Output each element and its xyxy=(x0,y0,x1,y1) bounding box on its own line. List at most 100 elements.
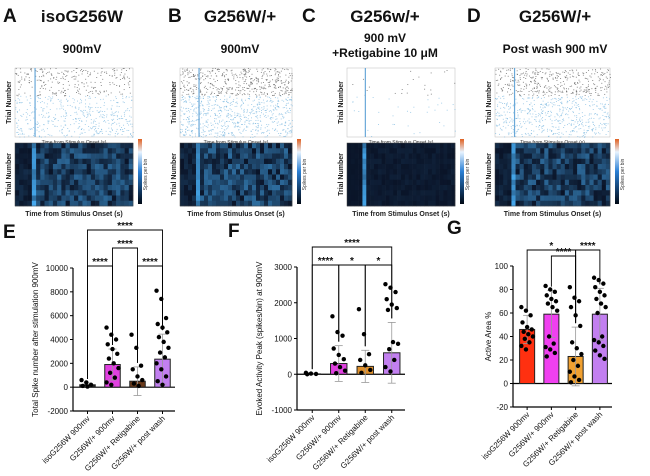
heatmap-cell xyxy=(519,169,525,175)
raster-spike xyxy=(200,91,202,93)
raster-spike xyxy=(560,82,562,84)
significance-bracket xyxy=(137,265,163,363)
heatmap-cell xyxy=(354,190,359,196)
raster-spike xyxy=(579,117,581,119)
heatmap-cell xyxy=(200,179,205,186)
raster-spike xyxy=(272,121,274,123)
heatmap-cell xyxy=(350,200,356,207)
data-point xyxy=(337,364,343,370)
heatmap-cell xyxy=(224,195,229,202)
heatmap-cell xyxy=(428,195,433,202)
heatmap-cell xyxy=(370,200,375,207)
raster-spike xyxy=(269,100,271,102)
heatmap-cell xyxy=(120,153,125,160)
raster-spike xyxy=(285,104,287,106)
raster-spike xyxy=(220,134,222,136)
heatmap-cell xyxy=(447,200,452,207)
raster-spike xyxy=(187,121,189,123)
raster-spike xyxy=(224,132,226,134)
heatmap-cell xyxy=(381,185,386,191)
raster-spike xyxy=(558,128,560,130)
raster-spike xyxy=(283,129,285,130)
heatmap-cell xyxy=(408,179,413,186)
raster-spike xyxy=(20,95,22,97)
raster-spike xyxy=(291,96,293,98)
heatmap-cell xyxy=(354,148,359,154)
raster-spike xyxy=(222,101,224,102)
raster-spike xyxy=(186,68,188,70)
heatmap-cell xyxy=(15,185,20,191)
heatmap-cell xyxy=(531,169,537,175)
raster-spike xyxy=(577,121,579,123)
heatmap-cell xyxy=(40,174,45,181)
raster-spike xyxy=(562,119,564,121)
raster-spike xyxy=(498,68,500,70)
raster-spike xyxy=(212,85,214,87)
raster-spike xyxy=(201,131,203,133)
raster-spike xyxy=(269,68,271,70)
heatmap-cell xyxy=(268,143,273,149)
heatmap-cell xyxy=(401,169,406,175)
raster-spike xyxy=(557,129,559,130)
raster-spike xyxy=(599,133,601,135)
raster-spike xyxy=(261,86,263,88)
raster-spike xyxy=(265,112,267,113)
raster-spike xyxy=(196,87,198,88)
heatmap-cell xyxy=(90,153,96,160)
data-point xyxy=(104,380,109,385)
heatmap-cell xyxy=(224,190,229,196)
heatmap-cell xyxy=(188,148,193,154)
heatmap-cell xyxy=(236,153,241,160)
heatmap-cell xyxy=(393,185,398,191)
raster-spike xyxy=(506,103,508,105)
raster-spike xyxy=(605,134,607,135)
heatmap-cell xyxy=(435,164,440,170)
raster-spike xyxy=(126,121,128,123)
heatmap-cell xyxy=(431,174,437,181)
heatmap-cell xyxy=(200,148,205,154)
raster-spike xyxy=(589,75,591,77)
raster-spike xyxy=(502,68,504,70)
heatmap-cell xyxy=(404,148,410,154)
heatmap-cell xyxy=(560,185,566,191)
heatmap-cell xyxy=(180,195,185,202)
heatmap-cell xyxy=(350,158,356,165)
raster-spike xyxy=(290,104,292,106)
heatmap-cell xyxy=(31,185,37,191)
raster-spike xyxy=(230,115,232,117)
raster-spike xyxy=(556,113,558,115)
heatmap-cell xyxy=(385,179,390,186)
raster-spike xyxy=(562,118,564,120)
heatmap-cell xyxy=(443,200,448,207)
raster-spike xyxy=(217,132,219,134)
heatmap-cell xyxy=(424,169,429,175)
raster-spike xyxy=(183,101,185,103)
heatmap-plot xyxy=(494,142,611,207)
heatmap-cell xyxy=(412,169,417,175)
heatmap-cell xyxy=(431,200,437,207)
heatmap-cell xyxy=(577,169,582,175)
heatmap-cell xyxy=(377,185,383,191)
raster-spike xyxy=(288,131,290,132)
raster-spike xyxy=(507,102,509,104)
raster-spike xyxy=(284,107,286,108)
raster-spike xyxy=(273,105,275,107)
heatmap-cell xyxy=(451,169,456,175)
raster-spike xyxy=(547,80,549,82)
heatmap-cell xyxy=(377,200,383,207)
raster-spike xyxy=(33,134,35,136)
raster-spike xyxy=(582,135,584,137)
heatmap-cell xyxy=(19,185,24,191)
raster-spike xyxy=(551,130,553,132)
heatmap-cell xyxy=(507,153,512,160)
heatmap-cell xyxy=(40,200,45,207)
raster-spike xyxy=(608,82,610,84)
data-point xyxy=(332,361,338,366)
raster-spike xyxy=(46,128,48,130)
raster-spike xyxy=(217,104,219,106)
heatmap-cell xyxy=(366,185,371,191)
data-point xyxy=(160,382,165,387)
heatmap-cell xyxy=(548,195,553,202)
raster-spike xyxy=(289,75,291,77)
heatmap-cell xyxy=(393,148,398,154)
